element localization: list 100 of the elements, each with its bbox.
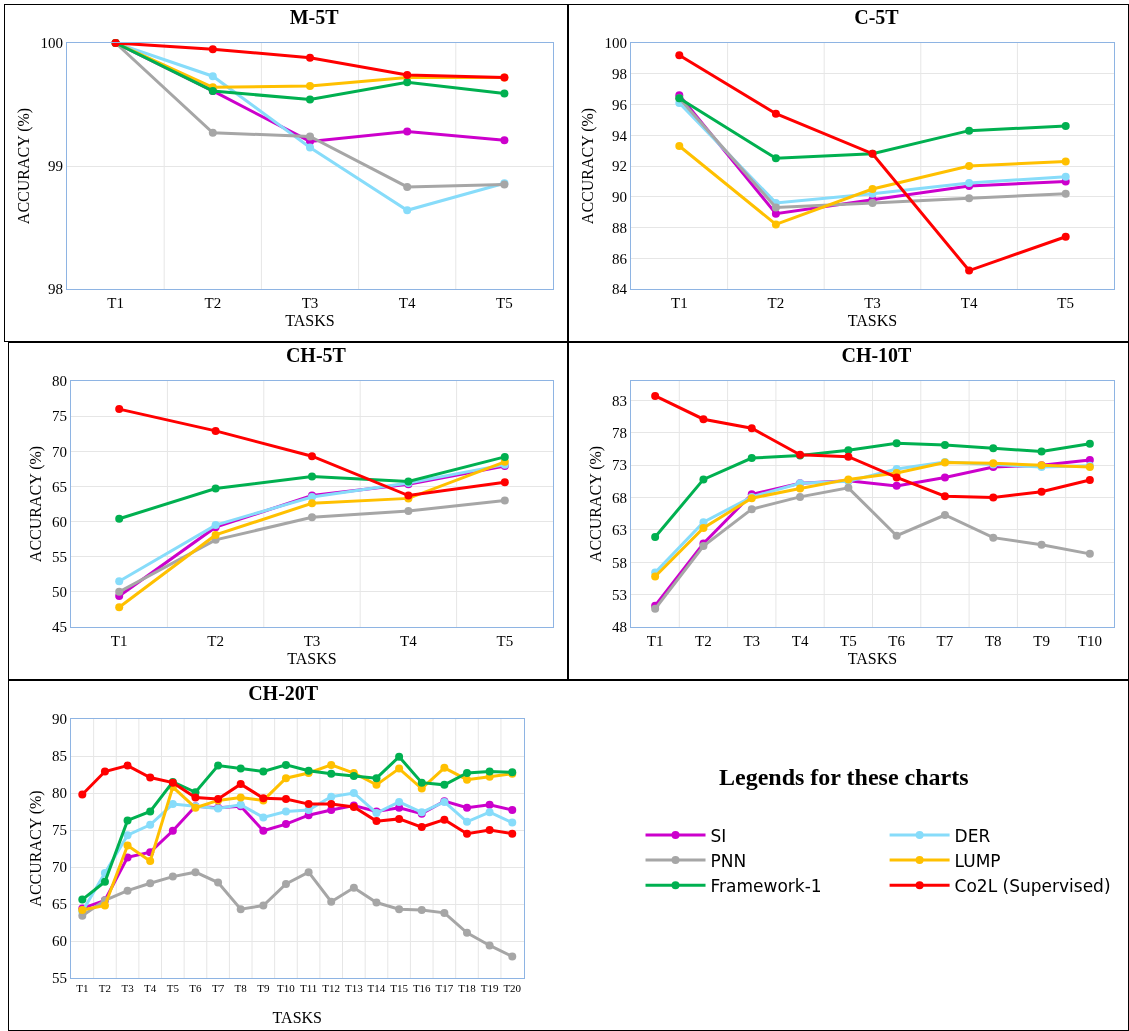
x-tick-label: T2 — [695, 633, 712, 649]
point — [747, 424, 756, 433]
point — [844, 483, 853, 492]
y-tick-label: 58 — [612, 554, 627, 571]
point — [191, 868, 200, 877]
point — [508, 806, 517, 815]
point — [259, 901, 268, 910]
point — [211, 484, 220, 493]
x-tick-label: T3 — [743, 633, 761, 649]
point — [500, 136, 509, 145]
point — [500, 496, 509, 505]
x-tick-label: T4 — [791, 633, 809, 649]
y-tick-label: 88 — [612, 219, 627, 236]
y-tick-label: 78 — [612, 425, 627, 442]
y-tick-label: 55 — [52, 548, 67, 565]
y-tick-label: 94 — [612, 127, 628, 144]
x-tick-label: T5 — [496, 633, 514, 649]
y-tick-label: 100 — [604, 35, 627, 52]
point — [403, 127, 412, 136]
y-axis-title: ACCURACY (%) — [586, 445, 605, 563]
legend-label: DER — [954, 825, 991, 846]
chart-title: M-5T — [289, 6, 340, 29]
point — [281, 774, 290, 783]
point — [100, 901, 109, 910]
point — [1085, 549, 1094, 558]
point — [236, 793, 245, 802]
point — [115, 587, 124, 596]
point — [892, 531, 901, 540]
point — [989, 493, 998, 502]
point — [417, 778, 426, 787]
point — [651, 572, 660, 581]
x-tick-label: T3 — [864, 295, 881, 311]
x-tick-label: T8 — [984, 633, 1002, 649]
y-tick-label: 92 — [612, 158, 627, 175]
y-tick-label: 60 — [52, 933, 67, 950]
point — [236, 780, 245, 789]
y-tick-label: 99 — [48, 158, 63, 175]
point — [1061, 232, 1070, 241]
point — [146, 879, 155, 888]
x-tick-label: T17 — [435, 982, 454, 995]
point — [308, 452, 316, 461]
y-tick-label: 73 — [612, 457, 627, 474]
point — [1037, 447, 1046, 456]
point — [306, 53, 314, 62]
x-tick-label: T5 — [496, 295, 513, 311]
point — [259, 767, 268, 776]
x-tick-label: T15 — [390, 982, 409, 995]
point — [395, 814, 404, 823]
x-tick-label: T2 — [767, 295, 785, 311]
point — [281, 794, 290, 803]
point — [395, 764, 404, 773]
x-tick-label: T4 — [960, 295, 978, 311]
x-tick-label: T1 — [670, 295, 688, 311]
point — [78, 790, 87, 799]
point — [281, 820, 290, 829]
point — [327, 897, 336, 906]
x-tick-label: T1 — [107, 295, 124, 311]
x-tick-label: T11 — [299, 982, 318, 995]
x-tick-label: T5 — [166, 982, 180, 995]
point — [404, 507, 413, 516]
point — [168, 800, 177, 809]
x-tick-label: T12 — [322, 982, 341, 995]
point — [308, 499, 316, 508]
point — [940, 511, 949, 520]
point — [1037, 487, 1046, 496]
x-tick-label: T9 — [1033, 633, 1050, 649]
y-tick-label: 98 — [48, 281, 63, 298]
y-tick-label: 55 — [52, 970, 67, 987]
point — [965, 194, 974, 203]
y-tick-label: 53 — [612, 586, 627, 603]
x-tick-label: T20 — [503, 982, 522, 995]
y-axis-title: ACCURACY (%) — [26, 445, 45, 563]
y-tick-label: 98 — [612, 66, 627, 82]
point — [304, 800, 313, 809]
point — [281, 760, 290, 769]
x-tick-label: T16 — [412, 982, 432, 995]
x-tick-label: T8 — [234, 982, 248, 995]
y-tick-label: 60 — [52, 513, 67, 530]
point — [208, 45, 217, 54]
point — [115, 514, 124, 523]
point — [892, 439, 901, 448]
legend-title: Legends for these charts — [719, 764, 969, 790]
chart-title: CH-10T — [841, 344, 913, 367]
point — [508, 829, 517, 838]
x-tick-label: T10 — [277, 982, 296, 995]
x-tick-label: T13 — [344, 982, 364, 995]
point — [462, 928, 471, 937]
point — [327, 769, 336, 778]
point — [417, 905, 426, 914]
point — [214, 878, 223, 887]
y-tick-label: 70 — [52, 859, 67, 876]
x-tick-label: T1 — [646, 633, 664, 649]
y-tick-label: 86 — [612, 250, 628, 267]
point — [236, 764, 245, 773]
x-axis-title: TASKS — [847, 311, 898, 329]
point — [1061, 189, 1070, 198]
y-tick-label: 90 — [612, 189, 627, 205]
point — [771, 220, 780, 229]
y-tick-label: 96 — [612, 96, 628, 113]
point — [168, 872, 177, 881]
